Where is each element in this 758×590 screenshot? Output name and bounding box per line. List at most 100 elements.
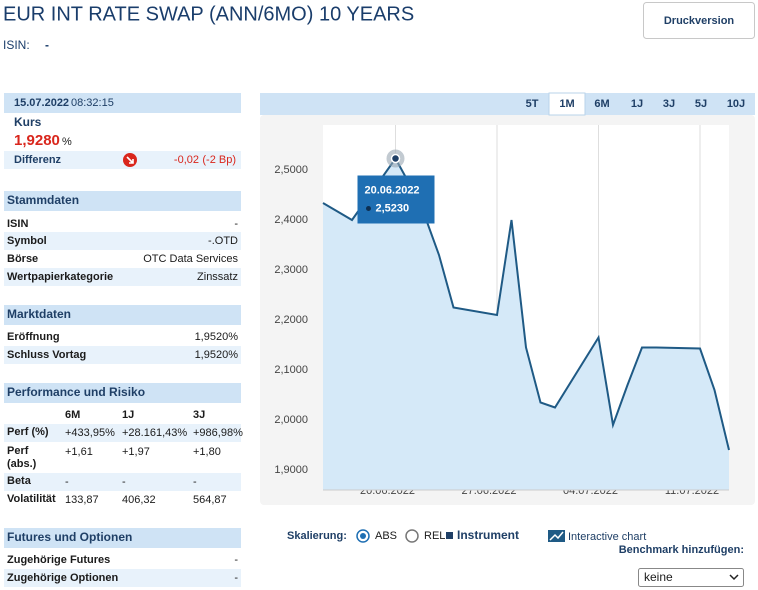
- tab[interactable]: 1J: [631, 98, 643, 110]
- row-label: Zugehörige Futures: [7, 554, 110, 566]
- chart-icon-line: [549, 531, 564, 541]
- tooltip-point: [390, 153, 401, 164]
- select-arrow: [729, 574, 739, 581]
- section-title: Performance und Risiko: [7, 385, 145, 399]
- radio-label[interactable]: ABS: [375, 530, 397, 542]
- kurs-value: 1,9280: [14, 132, 60, 149]
- row-label: Schluss Vortag: [7, 349, 86, 361]
- row-label: Symbol: [7, 235, 47, 247]
- cell: 406,32: [122, 494, 156, 506]
- cell: -: [65, 476, 69, 488]
- quote-time: 08:32:15: [71, 97, 114, 109]
- cell: +28.161,43%: [122, 427, 187, 439]
- page-title: EUR INT RATE SWAP (ANN/6MO) 10 YEARS: [3, 3, 414, 25]
- area: [323, 158, 729, 490]
- kurs-label: Kurs: [14, 115, 42, 129]
- column-header: 6M: [65, 409, 80, 421]
- diff-value: -0,02: [174, 154, 199, 166]
- row-value: -: [234, 218, 238, 230]
- section-title: Marktdaten: [7, 307, 71, 321]
- radio-label[interactable]: REL: [424, 530, 445, 542]
- y-tick-label: 2,0000: [274, 414, 308, 426]
- row-value: -: [234, 572, 238, 584]
- interactive-label[interactable]: Interactive chart: [568, 531, 646, 543]
- row-bg: [4, 424, 241, 442]
- quote-header: [4, 93, 241, 113]
- tab[interactable]: 10J: [727, 98, 745, 110]
- cell: +1,61: [65, 446, 93, 458]
- row-value: OTC Data Services: [143, 253, 238, 265]
- row-label: Börse: [7, 253, 38, 265]
- print-button[interactable]: [643, 2, 755, 39]
- row-label: Perf (abs.): [7, 445, 37, 470]
- row-label: Eröffnung: [7, 331, 60, 343]
- quote-date: 15.07.2022: [14, 97, 69, 109]
- tab[interactable]: 5J: [695, 98, 707, 110]
- column-header: 1J: [122, 409, 134, 421]
- section-header: [4, 191, 241, 211]
- row-label: Beta: [7, 475, 31, 487]
- cell: -: [122, 476, 126, 488]
- y-tick-label: 1,9000: [274, 464, 308, 476]
- cell: -: [193, 476, 197, 488]
- row-label: Wertpapierkategorie: [7, 271, 113, 283]
- scaling-label: Skalierung:: [287, 530, 347, 542]
- cell: +986,98%: [193, 427, 243, 439]
- benchmark-select[interactable]: [638, 568, 744, 587]
- y-tick-label: 2,1000: [274, 364, 308, 376]
- tooltip-date: 20.06.2022: [365, 184, 420, 196]
- row-value: Zinssatz: [197, 271, 238, 283]
- isin-label: ISIN:: [3, 38, 30, 52]
- cell: +1,80: [193, 446, 221, 458]
- line: [322, 156, 730, 451]
- tab[interactable]: 1M: [559, 98, 574, 110]
- tab-bar: [260, 93, 755, 115]
- section-title: Stammdaten: [7, 193, 79, 207]
- row-label: Zugehörige Optionen: [7, 572, 118, 584]
- row-label: Volatilität: [7, 493, 56, 505]
- row-bg: [4, 268, 241, 286]
- radio-abs-dot: [360, 533, 366, 539]
- instrument-swatch: [446, 532, 453, 539]
- down-arrow: [126, 156, 134, 164]
- diff-label: Differenz: [14, 154, 62, 166]
- row-value: 1,9520%: [195, 331, 239, 343]
- row-value: 1,9520%: [195, 349, 239, 361]
- row-bg: [4, 232, 241, 250]
- diff-row: [4, 151, 241, 169]
- section-header: [4, 528, 241, 548]
- tab-active[interactable]: [548, 92, 586, 116]
- row-value: -.OTD: [208, 235, 238, 247]
- diff-bp: (-2 Bp): [202, 154, 236, 166]
- tab[interactable]: 3J: [663, 98, 675, 110]
- row-label-text: Beta: [7, 475, 31, 487]
- row-label-text: Volatilität: [7, 493, 56, 505]
- radio-rel[interactable]: [405, 529, 419, 543]
- tooltip-dot: [366, 206, 371, 211]
- benchmark-value[interactable]: keine: [644, 570, 673, 584]
- row-label-text: Perf (%): [7, 426, 49, 438]
- column-header: 3J: [193, 409, 205, 421]
- row-label: Perf (%): [7, 426, 49, 438]
- tab[interactable]: 5T: [526, 98, 539, 110]
- y-tick-label: 2,5000: [274, 164, 308, 176]
- tooltip-value: 2,5230: [376, 202, 410, 214]
- row-bg: [4, 569, 241, 587]
- benchmark-label: Benchmark hinzufügen:: [619, 544, 744, 556]
- row-bg: [4, 473, 241, 491]
- kurs-unit: %: [62, 136, 72, 148]
- y-tick-label: 2,3000: [274, 264, 308, 276]
- print-button-label[interactable]: Druckversion: [664, 15, 735, 27]
- cell: +433,95%: [65, 427, 115, 439]
- cell: 133,87: [65, 494, 99, 506]
- y-tick-label: 2,2000: [274, 314, 308, 326]
- row-value: -: [234, 554, 238, 566]
- tab[interactable]: 6M: [594, 98, 609, 110]
- section-header: [4, 305, 241, 325]
- tooltip-box: [357, 175, 435, 224]
- cell: +1,97: [122, 446, 150, 458]
- row-label-text: Perf (abs.): [7, 445, 37, 470]
- row-label: ISIN: [7, 218, 28, 230]
- section-title: Futures und Optionen: [7, 530, 132, 544]
